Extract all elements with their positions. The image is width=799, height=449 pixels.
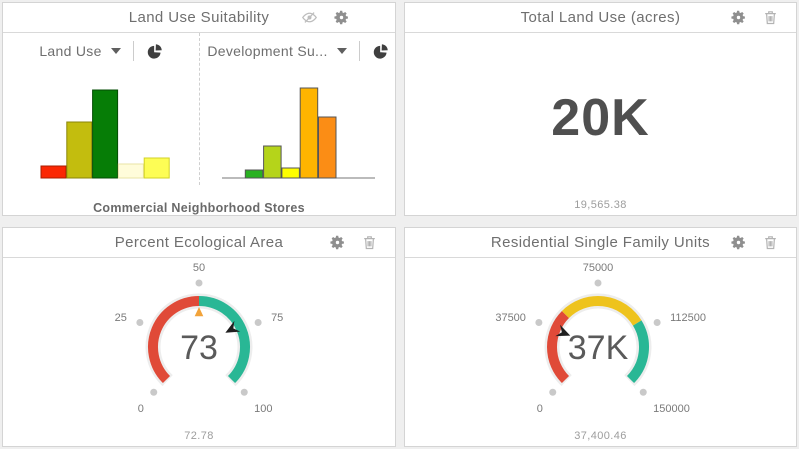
svg-text:50: 50: [193, 262, 205, 274]
panel-title: Percent Ecological Area: [114, 234, 284, 251]
gear-icon[interactable]: [730, 9, 747, 26]
chart-caption: Commercial Neighborhood Stores: [93, 201, 305, 215]
svg-text:75000: 75000: [583, 262, 614, 274]
panel-total-land-use: Total Land Use (acres) 20K 19,565.38: [404, 2, 797, 216]
panel-residential-units: Residential Single Family Units 0 37500 75…: [404, 227, 797, 447]
development-suitability-bar-chart: [222, 87, 375, 179]
gauge-caption: 37,400.46: [574, 430, 627, 442]
svg-text:0: 0: [537, 403, 543, 415]
panel-title: Total Land Use (acres): [520, 9, 681, 26]
indicator-caption: 19,565.38: [574, 199, 627, 211]
toolbar-divider: [132, 41, 134, 61]
pie-chart-icon[interactable]: [372, 43, 389, 60]
ecological-area-gauge: 0 25 50 75 100 73: [115, 262, 284, 415]
trash-icon[interactable]: [361, 234, 378, 251]
svg-text:73: 73: [180, 329, 218, 367]
panel-land-use-suitability: Land Use Suitability Land Use: [2, 2, 396, 216]
svg-text:150000: 150000: [653, 403, 690, 415]
pie-chart-icon[interactable]: [146, 43, 163, 60]
visibility-off-icon[interactable]: [301, 9, 318, 26]
svg-text:25: 25: [115, 312, 127, 324]
residential-units-gauge: 0 37500 75000 112500 150000 37K: [495, 262, 706, 415]
panel-title: Land Use Suitability: [128, 9, 270, 26]
right-chart-field-selector[interactable]: Development Su...: [207, 43, 328, 59]
trash-icon[interactable]: [762, 234, 779, 251]
svg-text:37500: 37500: [495, 312, 526, 324]
panel-header: Land Use Suitability: [3, 3, 395, 33]
trash-icon[interactable]: [762, 9, 779, 26]
panel-header: Percent Ecological Area: [3, 228, 395, 258]
gear-icon[interactable]: [730, 234, 747, 251]
panel-header: Residential Single Family Units: [405, 228, 796, 258]
gear-icon[interactable]: [333, 9, 350, 26]
indicator-value: 20K: [551, 88, 650, 147]
right-chart-section: Development Su...: [199, 33, 396, 185]
toolbar-divider: [358, 41, 360, 61]
gear-icon[interactable]: [329, 234, 346, 251]
panel-body: Land Use Development Su...: [3, 33, 395, 216]
panel-title: Residential Single Family Units: [490, 234, 711, 251]
gauge-caption: 72.78: [184, 430, 214, 442]
panel-header: Total Land Use (acres): [405, 3, 796, 33]
chevron-down-icon[interactable]: [336, 48, 347, 54]
panel-body: 20K 19,565.38: [405, 33, 796, 216]
svg-text:75: 75: [271, 312, 283, 324]
chevron-down-icon[interactable]: [110, 48, 121, 54]
panel-body: 0 25 50 75 100 73 72.78: [3, 258, 395, 447]
left-chart-field-selector[interactable]: Land Use: [39, 43, 102, 59]
panel-percent-ecological-area: Percent Ecological Area 0 25 50 75 100 73 72.…: [2, 227, 396, 447]
land-use-bar-chart: [40, 89, 170, 179]
svg-text:112500: 112500: [670, 312, 706, 324]
left-chart-section: Land Use: [3, 33, 199, 185]
panel-body: 0 37500 75000 112500 150000 37K 37,400.46: [405, 258, 796, 447]
svg-text:0: 0: [138, 403, 144, 415]
svg-text:37K: 37K: [568, 329, 629, 367]
svg-text:100: 100: [254, 403, 272, 415]
